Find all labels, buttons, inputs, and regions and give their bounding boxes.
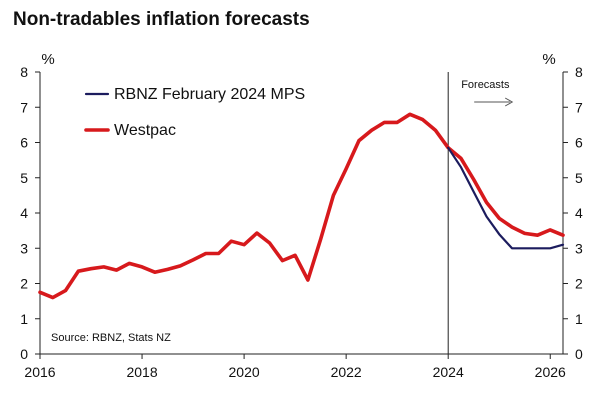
y-tick-label-right: 6 (575, 135, 583, 151)
chart-title: Non-tradables inflation forecasts (13, 9, 310, 30)
y-tick-label-right: 3 (575, 240, 583, 256)
y-tick-label-right: 8 (575, 64, 583, 80)
forecast-label: Forecasts (461, 79, 510, 91)
x-tick-label: 2020 (229, 364, 260, 380)
forecast-arrow-head (504, 97, 514, 107)
y-tick-label-left: 1 (20, 311, 28, 327)
legend-label: Westpac (114, 122, 176, 139)
source-note: Source: RBNZ, Stats NZ (51, 332, 171, 344)
y-tick-label-left: 5 (20, 170, 28, 186)
y-tick-label-right: 5 (575, 170, 583, 186)
x-tick-label: 2022 (331, 364, 362, 380)
chart-series (38, 112, 565, 300)
y-tick-label-left: 2 (20, 276, 28, 292)
chart-legend: RBNZ February 2024 MPS Westpac (84, 86, 305, 139)
y-tick-label-left: 3 (20, 240, 28, 256)
y-tick-label-right: 2 (575, 276, 583, 292)
series-line-rbnz (447, 146, 565, 250)
y-tick-label-left: 0 (20, 346, 28, 362)
series-line-westpac (38, 112, 565, 300)
forecast-annotation: Forecasts (447, 72, 514, 354)
x-tick-label: 2016 (24, 364, 55, 380)
y-tick-label-left: 6 (20, 135, 28, 151)
chart-axes: 0 0 1 1 2 2 3 3 4 4 5 5 6 6 7 7 8 8 2016 2018 2020 2022 2024 20… (20, 64, 583, 380)
y-axis-unit-right: % (542, 51, 555, 68)
y-axis-unit-left: % (41, 51, 54, 68)
y-tick-label-right: 4 (575, 205, 583, 221)
y-tick-label-left: 4 (20, 205, 28, 221)
x-tick-label: 2026 (535, 364, 566, 380)
y-tick-label-left: 7 (20, 99, 28, 115)
y-tick-label-right: 7 (575, 99, 583, 115)
x-tick-label: 2018 (126, 364, 157, 380)
legend-label: RBNZ February 2024 MPS (114, 86, 305, 103)
y-tick-label-right: 1 (575, 311, 583, 327)
x-tick-label: 2024 (433, 364, 464, 380)
y-tick-label-right: 0 (575, 346, 583, 362)
y-tick-label-left: 8 (20, 64, 28, 80)
